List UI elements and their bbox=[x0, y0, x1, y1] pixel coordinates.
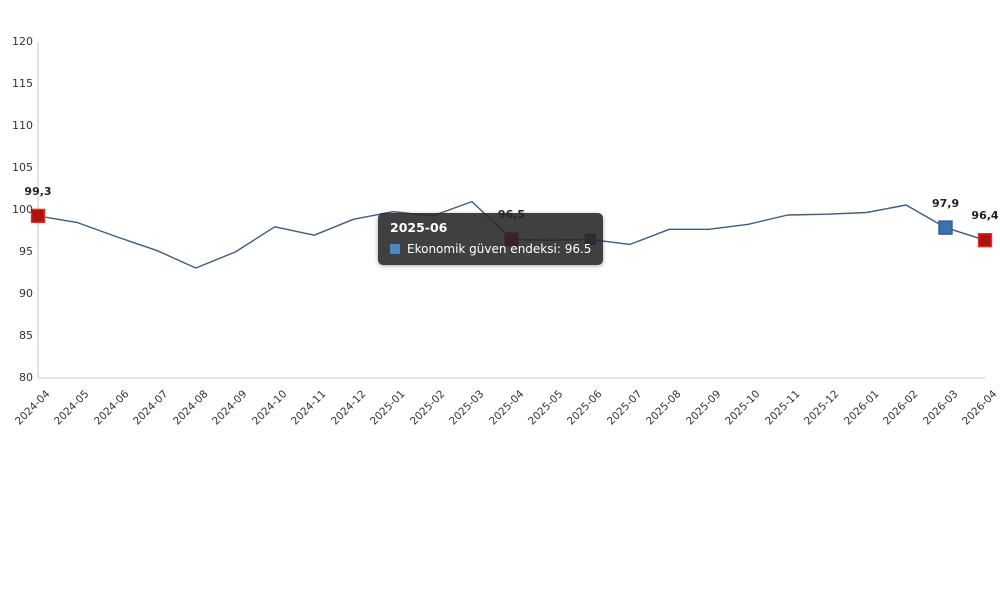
marker-2024-04[interactable] bbox=[30, 208, 46, 224]
tooltip-date: 2025-06 bbox=[390, 220, 448, 235]
chart-tooltip: 2025-06 Ekonomik güven endeksi: 96.5 bbox=[378, 213, 604, 265]
y-tick-105: 105 bbox=[12, 161, 33, 174]
y-tick-85: 85 bbox=[19, 329, 33, 342]
y-tick-80: 80 bbox=[19, 371, 33, 384]
y-tick-110: 110 bbox=[12, 119, 33, 132]
y-tick-100: 100 bbox=[12, 203, 33, 216]
y-tick-90: 90 bbox=[19, 287, 33, 300]
value-label-2024-04: 99,3 bbox=[24, 184, 52, 198]
tooltip-series-value: Ekonomik güven endeksi: 96.5 bbox=[407, 242, 592, 256]
marker-2026-04[interactable] bbox=[977, 232, 993, 248]
y-tick-120: 120 bbox=[12, 35, 33, 48]
value-label-2026-03: 97,9 bbox=[931, 196, 960, 210]
y-tick-115: 115 bbox=[12, 77, 33, 90]
y-tick-95: 95 bbox=[19, 245, 33, 258]
series-legend-icon bbox=[390, 244, 400, 254]
marker-2026-03[interactable] bbox=[938, 220, 953, 235]
value-label-2026-04: 96,4 bbox=[971, 209, 999, 223]
